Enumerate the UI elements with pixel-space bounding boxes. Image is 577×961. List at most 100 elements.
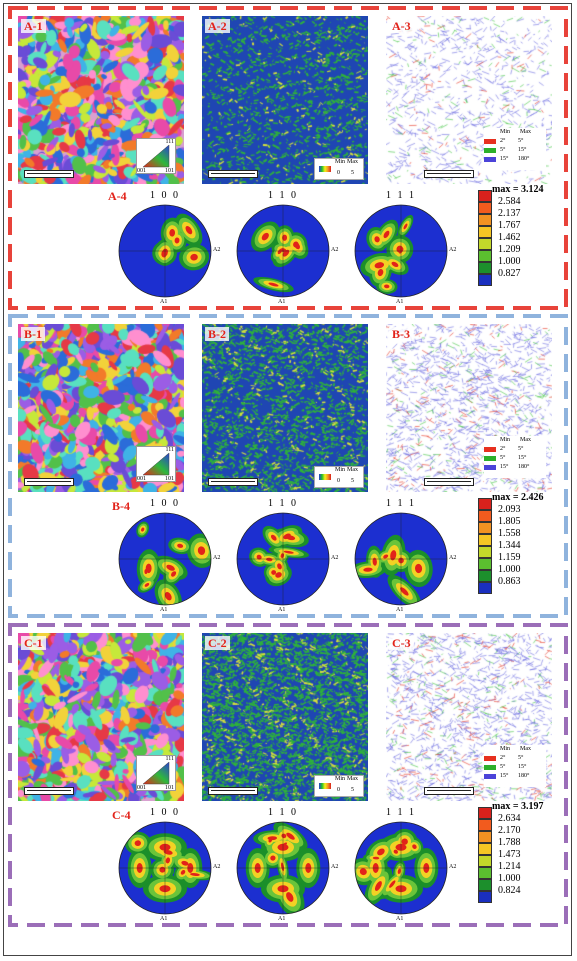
gb-legend-row: 2° 5° <box>484 137 546 146</box>
kam-map: B-2 Min Max 0 5 <box>202 324 368 492</box>
kam-color-scale <box>319 166 331 172</box>
pole-density-contour <box>268 282 279 287</box>
gb-legend-low: 5° <box>500 455 506 461</box>
pole-density-contour <box>271 570 277 575</box>
pole-density-contour <box>280 248 287 253</box>
pole-figure-label: C-4 <box>112 808 131 822</box>
pole-figure-plot <box>236 204 330 298</box>
pole-figure: 1 1 0 A1 A2 <box>236 807 338 922</box>
scale-bar <box>24 787 74 795</box>
colorbar-swatch <box>478 891 492 903</box>
colorbar-swatch <box>478 546 492 558</box>
panel-label: B-1 <box>21 327 45 341</box>
pole-figure: 1 1 0 A1 A2 <box>236 190 338 305</box>
colorbar-swatch <box>478 510 492 522</box>
pole-density-contour <box>377 848 385 856</box>
gb-legend-header: Min Max <box>484 745 546 754</box>
pole-figure-plot <box>354 204 448 298</box>
pole-density-contour <box>363 567 373 572</box>
pole-density-contour <box>180 870 186 875</box>
colorbar-swatch <box>478 274 492 286</box>
kam-legend: Min Max 0 5 <box>314 466 364 488</box>
pole-density-contour <box>144 582 150 587</box>
pole-density-contour <box>190 873 200 876</box>
panel-label: C-3 <box>389 636 414 650</box>
pole-density-contour <box>277 563 282 570</box>
colorbar-level: 2.093 <box>498 504 521 515</box>
kam-legend-high: 5 <box>351 478 354 484</box>
panel-label: A-2 <box>205 19 230 33</box>
gb-legend-swatch <box>484 157 496 162</box>
scale-bar <box>208 478 258 486</box>
pole-density-contour <box>169 228 176 237</box>
pole-density-contour <box>190 253 198 261</box>
ipf-label-001: 001 <box>137 785 146 791</box>
colorbar-level: 1.000 <box>498 873 521 884</box>
colorbar-swatch <box>478 190 492 202</box>
gb-legend-low: 5° <box>500 147 506 153</box>
gb-legend-high: 180° <box>518 464 530 470</box>
pole-density-contour <box>397 868 401 874</box>
kam-legend-max: Max <box>347 467 358 473</box>
pole-density-contour <box>383 230 390 239</box>
pole-density-contour <box>163 849 173 855</box>
grain-boundary-legend: Min Max 2° 5° 5° 15° 15° 180° <box>484 745 546 787</box>
gb-legend-row: 15° 180° <box>484 463 546 472</box>
pole-density-contour <box>261 232 269 241</box>
pole-density-contour <box>134 840 142 846</box>
colorbar-level: 1.462 <box>498 232 521 243</box>
pole-density-contour <box>280 553 285 558</box>
gb-legend-max: Max <box>520 746 532 752</box>
pole-figure: 1 1 1 A1 A2 <box>354 190 456 305</box>
pole-figure-title: 1 0 0 <box>150 498 180 509</box>
pole-density-contour <box>280 862 285 872</box>
grain-boundary-legend: Min Max 2° 5° 5° 15° 15° 180° <box>484 436 546 478</box>
axis-label-a2: A2 <box>449 555 457 561</box>
gb-legend-row: 15° 180° <box>484 772 546 781</box>
pole-figure-title: 1 1 0 <box>268 190 298 201</box>
panel-label: A-1 <box>21 19 46 33</box>
pole-density-contour <box>415 563 423 574</box>
gb-legend-swatch <box>484 774 496 779</box>
panel-label: B-2 <box>205 327 229 341</box>
pole-density-contour <box>174 237 180 244</box>
axis-label-a2: A2 <box>213 864 221 870</box>
gb-legend-high: 5° <box>518 446 524 452</box>
ipf-label-101: 101 <box>165 785 174 791</box>
pole-density-contour <box>393 849 398 854</box>
gb-legend-low: 5° <box>500 764 506 770</box>
pole-density-contour <box>374 881 382 891</box>
pole-figure-title: 1 1 1 <box>386 498 416 509</box>
colorbar-max: max = 2.426 <box>492 492 544 503</box>
pole-figure-label: A-4 <box>108 189 127 203</box>
colorbar-swatch <box>478 250 492 262</box>
pole-density-contour <box>401 838 408 845</box>
colorbar-level: 1.344 <box>498 540 521 551</box>
pole-figure-plot <box>236 821 330 915</box>
axis-label-a1: A1 <box>160 299 168 305</box>
ipf-legend: 111 001 101 <box>136 755 176 791</box>
ipf-label-101: 101 <box>165 168 174 174</box>
kam-color-scale <box>319 474 331 480</box>
pole-density-contour <box>275 572 282 578</box>
ipf-label-111: 111 <box>165 447 174 453</box>
pole-density-contour <box>171 571 177 577</box>
axis-label-a1: A1 <box>396 607 404 613</box>
pole-figure-title: 1 0 0 <box>150 807 180 818</box>
axis-label-a2: A2 <box>331 864 339 870</box>
pole-density-contour <box>283 550 294 554</box>
kam-legend-high: 5 <box>351 787 354 793</box>
ipf-label-111: 111 <box>165 756 174 762</box>
colorbar-swatch <box>478 534 492 546</box>
pole-figure-label: B-4 <box>112 499 130 513</box>
colorbar-swatch <box>478 582 492 594</box>
pole-figure-title: 1 1 1 <box>386 190 416 201</box>
pole-density-contour <box>282 234 288 241</box>
gb-legend-max: Max <box>520 437 532 443</box>
ipf-legend: 111 001 101 <box>136 446 176 482</box>
colorbar-swatch <box>478 226 492 238</box>
gb-legend-row: 15° 180° <box>484 155 546 164</box>
colorbar-level: 1.209 <box>498 244 521 255</box>
colorbar-level: 1.788 <box>498 837 521 848</box>
pole-density-contour <box>372 557 377 566</box>
